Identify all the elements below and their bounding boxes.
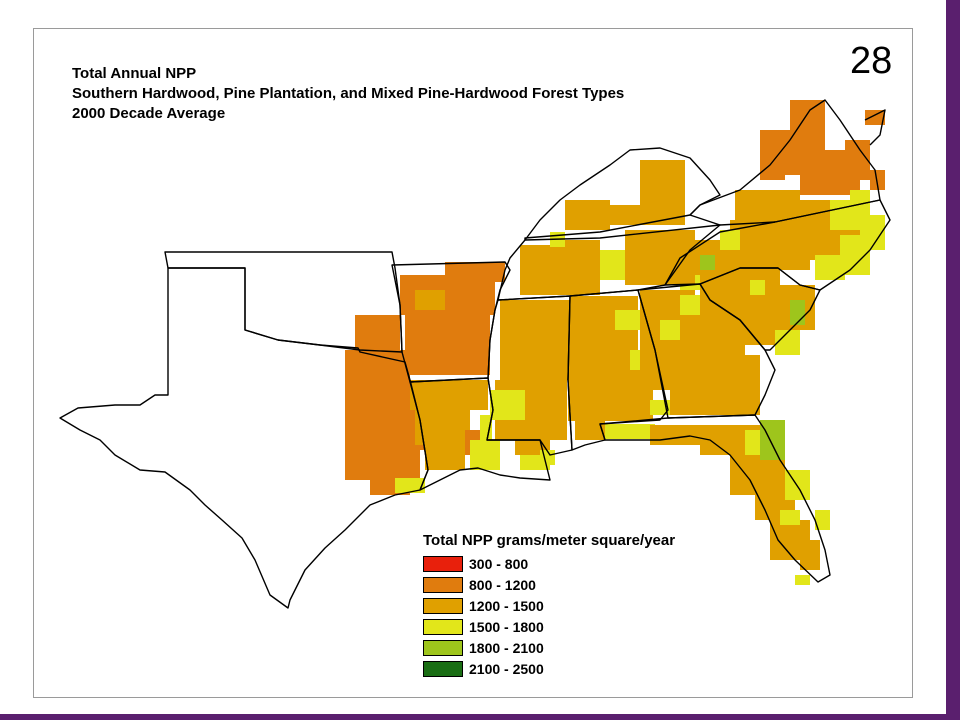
legend-swatch (423, 555, 463, 572)
npp-cell (500, 300, 570, 380)
florida-outline (599, 414, 831, 583)
npp-cell (850, 190, 870, 205)
legend-label: 800 - 1200 (469, 576, 536, 593)
legend-item: 1500 - 1800 (423, 616, 675, 637)
npp-cell (735, 190, 800, 220)
npp-cell (760, 420, 785, 460)
npp-cell (605, 424, 655, 439)
legend-label: 1200 - 1500 (469, 597, 544, 614)
legend-swatch (423, 618, 463, 635)
legend-item: 2100 - 2500 (423, 658, 675, 679)
npp-cell (800, 540, 820, 570)
legend-title: Total NPP grams/meter square/year (423, 532, 676, 549)
npp-cell (415, 405, 470, 445)
map-period: 2000 Decade Average (72, 105, 226, 122)
slide-bottom-border (0, 714, 960, 720)
legend-label: 1500 - 1800 (469, 618, 544, 635)
maryland-outline (864, 109, 886, 146)
legend-item: 1800 - 2100 (423, 637, 675, 658)
virginia-outline (689, 99, 881, 226)
npp-cell (720, 305, 780, 345)
texas-outline (59, 267, 429, 609)
npp-cell (560, 240, 600, 295)
npp-cell (720, 230, 740, 250)
kentucky-outline (524, 147, 721, 241)
npp-cell (640, 160, 685, 225)
npp-cell (760, 160, 785, 180)
legend-swatch (423, 660, 463, 677)
npp-cell (615, 310, 640, 330)
npp-cell (650, 425, 705, 445)
npp-cell (775, 330, 800, 355)
npp-cell (700, 255, 715, 270)
slide-number: 28 (850, 40, 893, 82)
npp-cell (568, 366, 653, 421)
slide-right-border (946, 0, 960, 720)
npp-cell (670, 355, 760, 415)
npp-cell (345, 350, 410, 400)
legend-swatch (423, 639, 463, 656)
npp-cell (660, 320, 680, 340)
npp-grid-cells (345, 100, 885, 585)
npp-cell (790, 300, 805, 325)
npp-cell (680, 295, 700, 315)
npp-cell (395, 478, 425, 493)
npp-cell (480, 415, 492, 440)
npp-cell (750, 280, 765, 295)
npp-cell (405, 310, 490, 375)
npp-cell (600, 250, 625, 280)
npp-cell (445, 262, 505, 282)
legend-item: 800 - 1200 (423, 574, 675, 595)
npp-cell (610, 205, 640, 225)
legend-item: 300 - 800 (423, 553, 675, 574)
legend-label: 1800 - 2100 (469, 639, 544, 656)
map-title: Total Annual NPP (72, 65, 197, 82)
npp-cell (790, 100, 825, 150)
npp-cell (490, 390, 525, 420)
map-subtitle: Southern Hardwood, Pine Plantation, and … (72, 85, 625, 102)
npp-cell (870, 170, 885, 190)
npp-cell (565, 200, 610, 230)
npp-cell (795, 575, 810, 585)
npp-cell (470, 440, 500, 470)
npp-cell (415, 290, 445, 310)
legend-swatch (423, 597, 463, 614)
state-boundaries (59, 99, 891, 609)
legend-label: 300 - 800 (469, 555, 529, 572)
legend-item: 1200 - 1500 (423, 595, 675, 616)
npp-cell (745, 430, 760, 455)
npp-cell (625, 230, 695, 285)
legend-swatch (423, 576, 463, 593)
npp-cell (780, 510, 800, 525)
npp-cell (575, 420, 605, 440)
npp-cell (815, 510, 830, 530)
map-title-block: Total Annual NPP Southern Hardwood, Pine… (72, 64, 624, 124)
tennessee-outline (497, 224, 721, 301)
npp-cell (865, 110, 885, 125)
npp-cell (570, 296, 638, 366)
legend-label: 2100 - 2500 (469, 660, 544, 677)
npp-cell (355, 315, 400, 355)
npp-cell (425, 440, 465, 470)
legend: Total NPP grams/meter square/year 300 - … (423, 532, 675, 679)
